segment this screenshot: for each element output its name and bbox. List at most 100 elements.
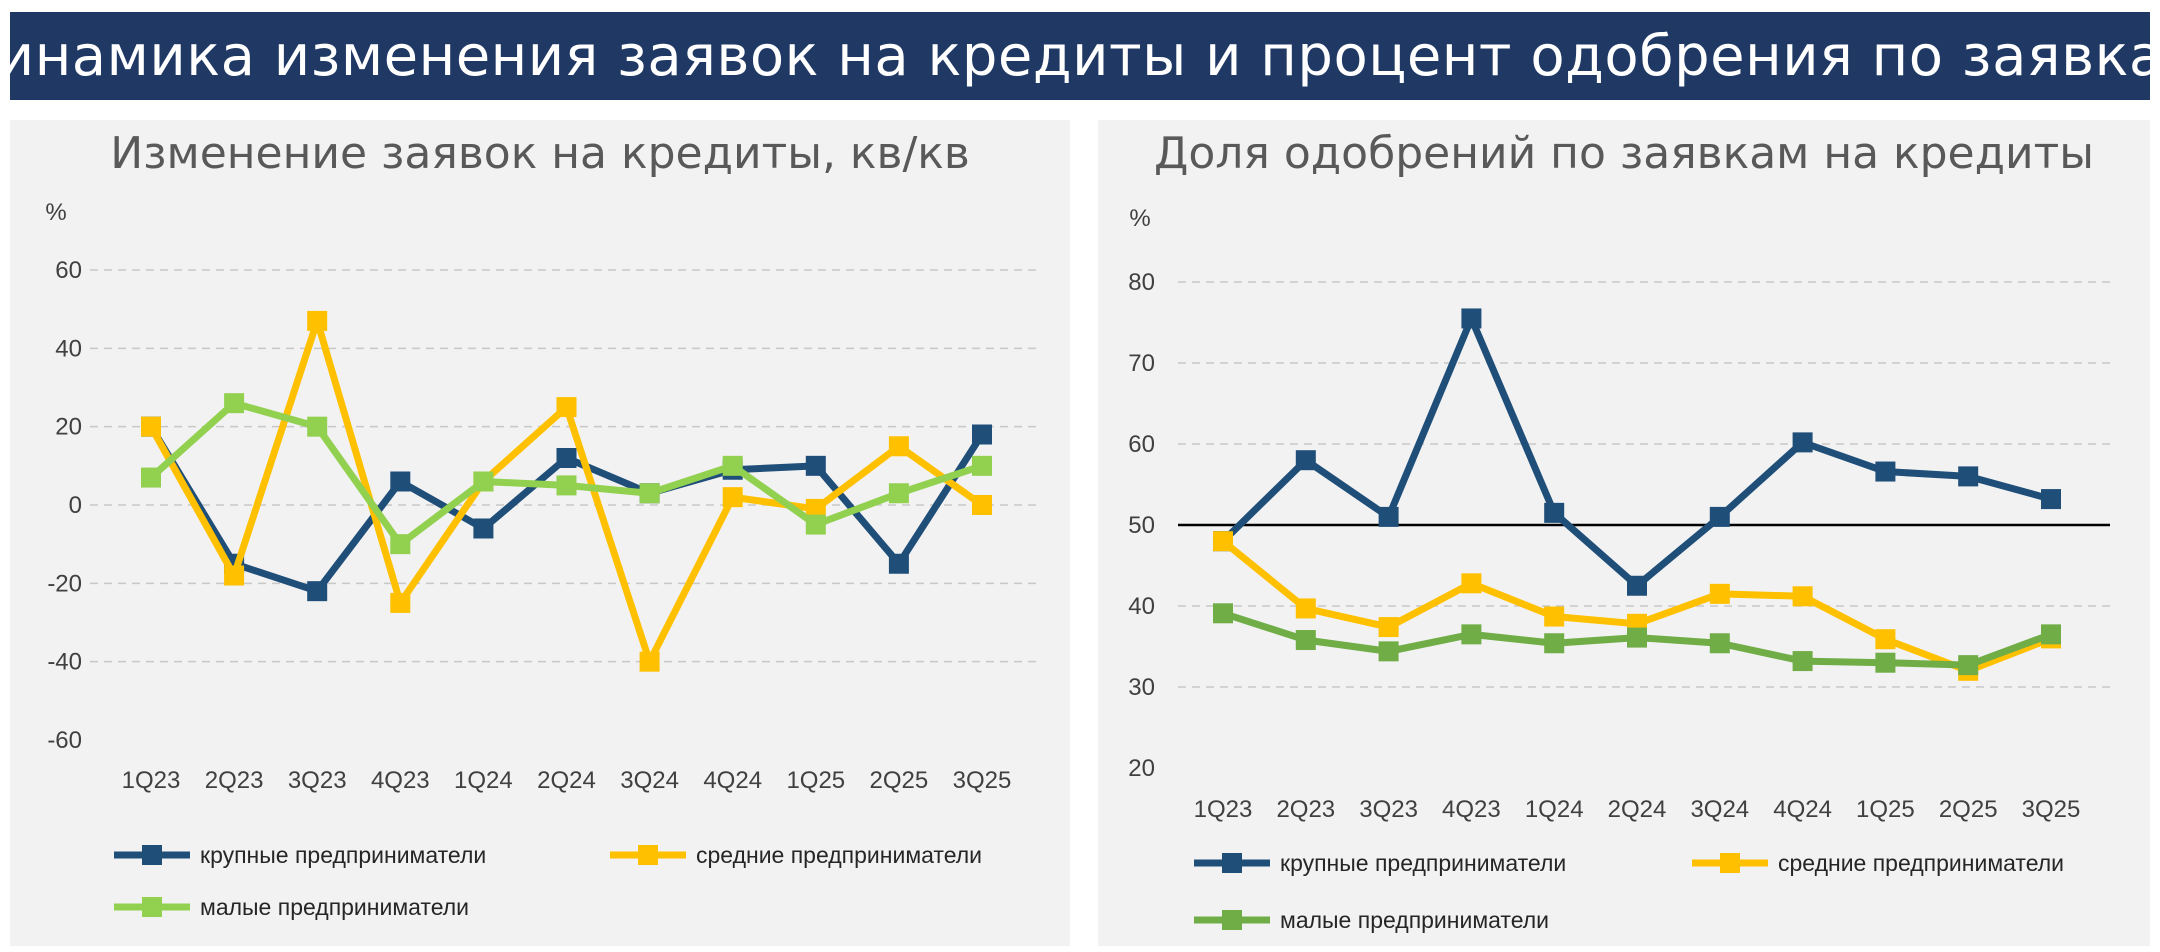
x-tick-label: 3Q24 (1690, 796, 1749, 823)
title-banner: Динамика изменения заявок на кредиты и п… (0, 12, 2160, 100)
y-tick-label: 0 (69, 492, 82, 519)
data-point (1295, 598, 1316, 619)
x-tick-label: 3Q25 (953, 767, 1012, 794)
data-point (390, 592, 411, 613)
data-point (722, 455, 743, 476)
data-point (390, 534, 411, 555)
chart-panel-applications-change: Изменение заявок на кредиты, кв/кв% -60 -4… (10, 120, 1070, 946)
x-tick-label: 3Q24 (620, 767, 679, 794)
data-point (639, 483, 660, 504)
y-tick-label: 20 (1128, 755, 1155, 782)
x-tick-label: 2Q23 (205, 767, 264, 794)
data-point (888, 436, 909, 457)
data-point (2041, 489, 2061, 510)
y-tick-label: -20 (47, 570, 82, 597)
data-point (1461, 624, 1482, 645)
data-point (972, 455, 992, 476)
y-tick-label: 40 (1128, 593, 1155, 620)
data-point (1378, 641, 1399, 662)
legend-label: малые предприниматели (200, 894, 469, 920)
x-tick-label: 2Q24 (1608, 796, 1667, 823)
y-tick-label: 60 (55, 257, 82, 284)
data-point (1792, 586, 1813, 607)
data-point (1958, 655, 1979, 676)
data-point (556, 475, 577, 496)
legend-marker (638, 845, 658, 865)
data-point (1709, 506, 1730, 527)
data-point (556, 397, 577, 418)
legend-label: средние предприниматели (696, 842, 982, 868)
data-point (1544, 502, 1565, 523)
data-point (556, 448, 577, 468)
y-tick-label: -40 (47, 649, 82, 676)
x-tick-label: 2Q24 (537, 767, 596, 794)
data-point (1792, 432, 1813, 453)
x-tick-label: 1Q24 (1525, 796, 1584, 823)
data-point (888, 553, 909, 574)
data-point (1461, 573, 1482, 594)
chart-title: Изменение заявок на кредиты, кв/кв (110, 128, 970, 179)
data-point (1295, 630, 1316, 651)
x-tick-label: 3Q23 (1359, 796, 1418, 823)
chart-applications-change: Изменение заявок на кредиты, кв/кв% -60 -4… (45, 128, 1040, 920)
data-point (1544, 606, 1565, 627)
chart-title: Доля одобрений по заявкам на кредиты (1154, 128, 2094, 179)
data-point (1544, 633, 1565, 654)
data-point (141, 416, 161, 437)
y-tick-label: -60 (47, 727, 82, 754)
legend-label: средние предприниматели (1778, 850, 2064, 876)
data-point (224, 393, 245, 414)
y-tick-label: 20 (55, 414, 82, 441)
page-title: Динамика изменения заявок на кредиты и п… (0, 23, 2160, 89)
data-point (972, 424, 992, 445)
data-point (1709, 583, 1730, 604)
data-point (1295, 450, 1316, 471)
x-tick-label: 2Q25 (870, 767, 929, 794)
data-point (1875, 629, 1896, 650)
x-tick-label: 1Q25 (1856, 796, 1915, 823)
data-point (1461, 308, 1482, 329)
x-tick-label: 4Q23 (1442, 796, 1501, 823)
data-point (1709, 633, 1730, 654)
data-point (1875, 652, 1896, 673)
data-point (473, 518, 494, 539)
y-tick-label: 50 (1128, 512, 1155, 539)
y-tick-label: 70 (1128, 350, 1155, 377)
data-point (2041, 624, 2061, 645)
x-tick-label: 4Q24 (1773, 796, 1832, 823)
legend-marker (1222, 853, 1242, 873)
data-point (805, 498, 826, 519)
data-point (1213, 531, 1233, 552)
chart-panel-approval-share: Доля одобрений по заявкам на кредиты% 20 3… (1098, 120, 2150, 946)
data-point (1378, 617, 1399, 638)
data-point (1792, 651, 1813, 672)
legend-marker (142, 845, 162, 865)
x-tick-label: 4Q24 (703, 767, 762, 794)
y-tick-label: 40 (55, 335, 82, 362)
data-point (1627, 575, 1647, 596)
y-axis-unit: % (1129, 205, 1150, 232)
data-point (473, 471, 494, 492)
legend-label: крупные предприниматели (1280, 850, 1566, 876)
data-point (1627, 627, 1647, 648)
data-point (722, 487, 743, 508)
data-point (307, 416, 328, 437)
data-point (888, 483, 909, 504)
series-line (1220, 314, 2052, 590)
data-point (224, 565, 245, 586)
x-tick-label: 2Q23 (1276, 796, 1335, 823)
data-point (1378, 506, 1399, 527)
legend-marker (1720, 853, 1740, 873)
data-point (307, 310, 328, 331)
data-point (805, 514, 826, 535)
chart-approval-share: Доля одобрений по заявкам на кредиты% 20 3… (1128, 128, 2110, 933)
legend-marker (142, 897, 162, 917)
x-tick-label: 2Q25 (1939, 796, 1998, 823)
x-tick-label: 4Q23 (371, 767, 430, 794)
legend-marker (1222, 910, 1242, 930)
data-point (1213, 603, 1233, 624)
y-tick-label: 30 (1128, 674, 1155, 701)
y-tick-label: 60 (1128, 431, 1155, 458)
x-tick-label: 3Q23 (288, 767, 347, 794)
data-point (639, 651, 660, 672)
